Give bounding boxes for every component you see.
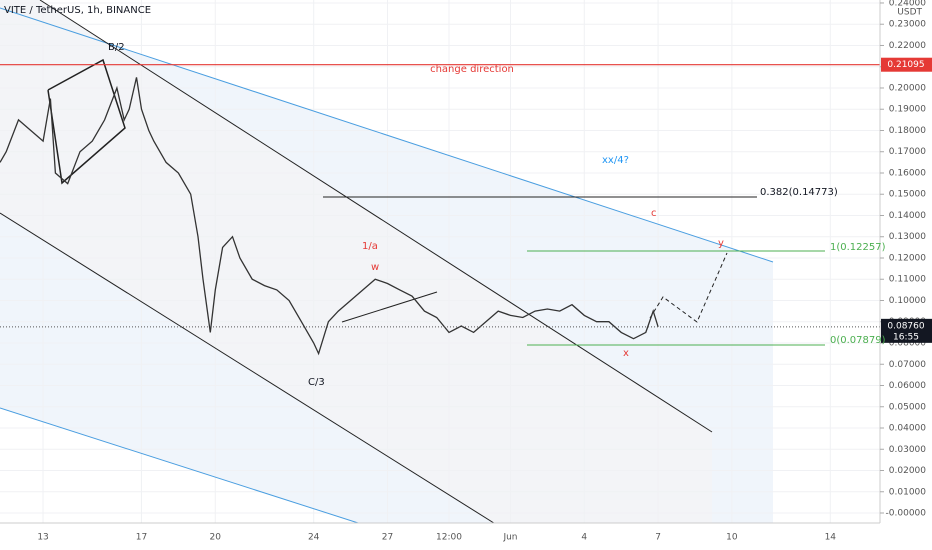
last-price-label: 0.08760 [887,321,924,331]
y-tick-label: 0.20000 [889,83,926,93]
y-tick-label: 0.17000 [889,147,926,157]
countdown: 16:55 [893,332,919,342]
trend-line [0,7,774,263]
trend-line [0,407,381,531]
chart-title: VITE / TetherUS, 1h, BINANCE [4,5,151,16]
marks [0,64,880,356]
x-tick-label: 13 [37,533,48,543]
x-tick-label: 24 [308,533,320,543]
annotation: 0.382(0.14773) [760,187,838,198]
y-tick-label: 0.06000 [889,381,926,391]
trend-line [39,0,713,433]
y-tick-label: 0.23000 [889,20,926,30]
y-tick-label: 0.11000 [889,275,926,285]
y-tick-label: -0.00000 [886,509,927,519]
level-tag [881,57,932,72]
y-tick-label: 0.18000 [889,126,926,136]
trend-line [0,212,506,531]
x-tick-label: 10 [726,533,738,543]
y-axis-bg [880,0,932,523]
y-tick-label: 0.07000 [889,360,926,370]
x-tick-label: 12:00 [436,533,462,543]
annotation: 1(0.12257) [830,242,886,253]
y-tick-label: 0.03000 [889,445,926,455]
grid [0,0,880,523]
y-tick-label: 0.05000 [889,402,926,412]
y-tick-label: 0.08000 [889,338,926,348]
last-price-tag [881,318,932,343]
annotation: B/2 [108,42,125,53]
triangle [47,58,126,185]
y-tick-label: 0.24000 [889,0,926,8]
y-tick-label: 0.12000 [889,253,926,263]
x-tick-label: Jun [502,533,517,543]
wedge-line [341,291,438,323]
y-tick-label: 0.22000 [889,41,926,51]
x-tick-label: 7 [655,533,661,543]
annotation: c [651,208,657,219]
y-tick-label: 0.16000 [889,168,926,178]
channel-shade [0,0,712,530]
price-line [0,77,659,356]
x-axis-bg [0,523,932,550]
annotation: C/3 [308,377,325,388]
annotation: xx/4? [602,155,629,166]
annotation: 0(0.07879) [830,335,886,346]
y-tick-label: 0.13000 [889,232,926,242]
annotation: y [718,238,724,249]
x-tick-label: 27 [382,533,393,543]
x-tick-label: 14 [825,533,837,543]
y-tick-label: 0.02000 [889,466,926,476]
y-tick-label: 0.01000 [889,487,926,497]
level-label: 0.21095 [887,60,924,70]
annotation: 1/a [362,241,378,252]
x-tick-label: 20 [210,533,222,543]
annotation: change direction [430,64,514,75]
x-tick-label: 4 [581,533,587,543]
y-tick-label: 0.04000 [889,424,926,434]
y-unit: USDT [897,8,922,18]
projection [649,252,728,323]
annotation: w [371,262,379,273]
y-tick-label: 0.10000 [889,296,926,306]
y-tick-label: 0.19000 [889,105,926,115]
y-tick-label: 0.14000 [889,211,926,221]
annotation: x [623,348,629,359]
axes: -0.00000 0.01000 0.02000 0.03000 0.04000 0.05… [37,0,932,543]
y-tick-label: 0.15000 [889,190,926,200]
x-tick-label: 17 [136,533,147,543]
